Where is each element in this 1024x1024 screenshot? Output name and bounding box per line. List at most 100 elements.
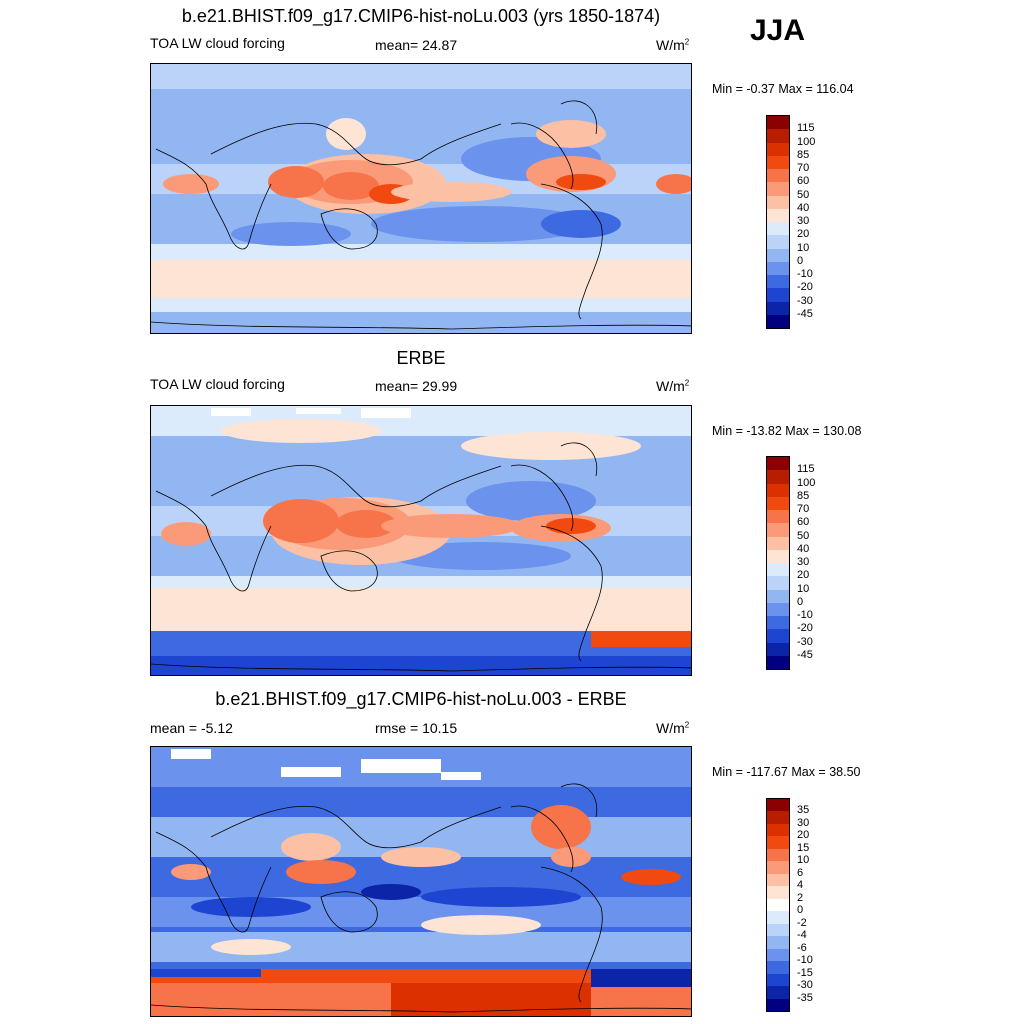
- colorbar-tick-label: 70: [797, 162, 810, 174]
- panel-2-mean-label: mean= 29.99: [375, 378, 458, 394]
- colorbar-tick-label: 10: [797, 582, 810, 595]
- panel-2-minmax: Min = -13.82 Max = 130.08: [712, 424, 862, 438]
- colorbar-tick-label: -15: [797, 966, 813, 979]
- colorbar-swatch: [767, 811, 789, 824]
- colorbar-swatch: [767, 986, 789, 999]
- colorbar-swatch: [767, 510, 789, 524]
- colorbar-swatch: [767, 235, 789, 249]
- colorbar-swatch: [767, 301, 789, 315]
- panel-3-rmse-label: rmse = 10.15: [375, 720, 458, 736]
- panel-3-mean-label: mean = -5.12: [150, 720, 233, 736]
- colorbar-tick-label: 20: [797, 829, 810, 842]
- panel-2-colorbar: [766, 456, 790, 670]
- colorbar-swatch: [767, 169, 789, 183]
- colorbar-swatch: [767, 142, 789, 156]
- colorbar-tick-label: 70: [797, 503, 810, 515]
- panel-1-variable-label: TOA LW cloud forcing: [150, 35, 285, 51]
- colorbar-tick-label: 50: [797, 188, 810, 201]
- colorbar-swatch: [767, 861, 789, 874]
- colorbar-tick-label: 30: [797, 816, 810, 829]
- panel-1-map: [150, 63, 692, 334]
- colorbar-tick-label: 60: [797, 175, 810, 188]
- colorbar-tick-label: -30: [797, 979, 813, 992]
- colorbar-tick-label: 20: [797, 228, 810, 241]
- colorbar-swatch: [767, 911, 789, 924]
- colorbar-swatch: [767, 288, 789, 302]
- season-label: JJA: [750, 14, 806, 47]
- colorbar-swatch: [767, 836, 789, 849]
- colorbar-swatch: [767, 629, 789, 643]
- colorbar-tick-label: 20: [797, 569, 810, 582]
- panel-2-map: [150, 405, 692, 676]
- colorbar-tick-label: 0: [797, 595, 804, 608]
- colorbar-tick-label: 30: [797, 556, 810, 568]
- colorbar-swatch: [767, 457, 789, 471]
- colorbar-swatch: [767, 563, 789, 577]
- colorbar-swatch: [767, 208, 789, 222]
- colorbar-swatch: [767, 576, 789, 590]
- colorbar-tick-label: -45: [797, 648, 813, 661]
- colorbar-swatch: [767, 642, 789, 656]
- colorbar-tick-label: -10: [797, 954, 813, 967]
- colorbar-swatch: [767, 549, 789, 563]
- panel-3-colorbar: [766, 798, 790, 1012]
- colorbar-tick-label: -35: [797, 991, 813, 1004]
- colorbar-tick-label: 100: [797, 135, 816, 148]
- colorbar-tick-label: 40: [797, 201, 810, 214]
- colorbar-tick-label: 15: [797, 841, 810, 854]
- colorbar-swatch: [767, 536, 789, 550]
- colorbar-tick-label: 30: [797, 215, 810, 227]
- colorbar-tick-label: 10: [797, 854, 810, 867]
- panel-1-title: b.e21.BHIST.f09_g17.CMIP6-hist-noLu.003 …: [181, 6, 661, 26]
- panel-2-variable-label: TOA LW cloud forcing: [150, 376, 285, 392]
- colorbar-swatch: [767, 589, 789, 603]
- colorbar-tick-label: 2: [797, 891, 804, 904]
- colorbar-swatch: [767, 129, 789, 143]
- colorbar-swatch: [767, 483, 789, 497]
- colorbar-tick-label: 85: [797, 489, 810, 502]
- panel-1-units: W/m2: [656, 37, 690, 53]
- colorbar-swatch: [767, 873, 789, 887]
- colorbar-swatch: [767, 314, 789, 328]
- colorbar-swatch: [767, 886, 789, 899]
- colorbar-swatch: [767, 616, 789, 630]
- colorbar-swatch: [767, 961, 789, 974]
- colorbar-tick-label: 10: [797, 241, 810, 254]
- colorbar-swatch: [767, 655, 789, 669]
- colorbar-swatch: [767, 923, 789, 937]
- colorbar-tick-label: -10: [797, 609, 813, 621]
- panel-3-title: b.e21.BHIST.f09_g17.CMIP6-hist-noLu.003 …: [215, 689, 627, 709]
- colorbar-tick-label: 115: [797, 463, 815, 476]
- colorbar-swatch: [767, 523, 789, 537]
- colorbar-tick-label: -2: [797, 916, 807, 929]
- colorbar-swatch: [767, 496, 789, 510]
- colorbar-swatch: [767, 222, 789, 236]
- colorbar-tick-label: -30: [797, 635, 813, 648]
- colorbar-tick-label: 100: [797, 476, 816, 489]
- panel-3-minmax: Min = -117.67 Max = 38.50: [712, 765, 861, 779]
- colorbar-swatch: [767, 602, 789, 616]
- colorbar-swatch: [767, 195, 789, 209]
- colorbar-tick-label: 60: [797, 516, 810, 529]
- colorbar-tick-label: -6: [797, 941, 807, 954]
- colorbar-swatch: [767, 155, 789, 169]
- colorbar-tick-label: 50: [797, 529, 810, 542]
- colorbar-tick-label: 35: [797, 804, 810, 817]
- panel-3-units: W/m2: [656, 720, 690, 736]
- panel-2-units: W/m2: [656, 378, 690, 394]
- colorbar-tick-label: -20: [797, 281, 813, 294]
- colorbar-tick-label: -20: [797, 622, 813, 635]
- colorbar-tick-label: 0: [797, 904, 804, 917]
- colorbar-tick-label: 85: [797, 148, 810, 161]
- colorbar-tick-label: -4: [797, 929, 807, 942]
- colorbar-swatch: [767, 973, 789, 987]
- colorbar-swatch: [767, 116, 789, 130]
- colorbar-swatch: [767, 848, 789, 862]
- panel-2-title: ERBE: [396, 348, 446, 368]
- colorbar-tick-label: -10: [797, 268, 813, 280]
- colorbar-tick-label: -30: [797, 294, 813, 307]
- panel-1-minmax: Min = -0.37 Max = 116.04: [712, 82, 854, 96]
- colorbar-swatch: [767, 936, 789, 949]
- colorbar-swatch: [767, 182, 789, 196]
- colorbar-tick-label: 115: [797, 122, 815, 135]
